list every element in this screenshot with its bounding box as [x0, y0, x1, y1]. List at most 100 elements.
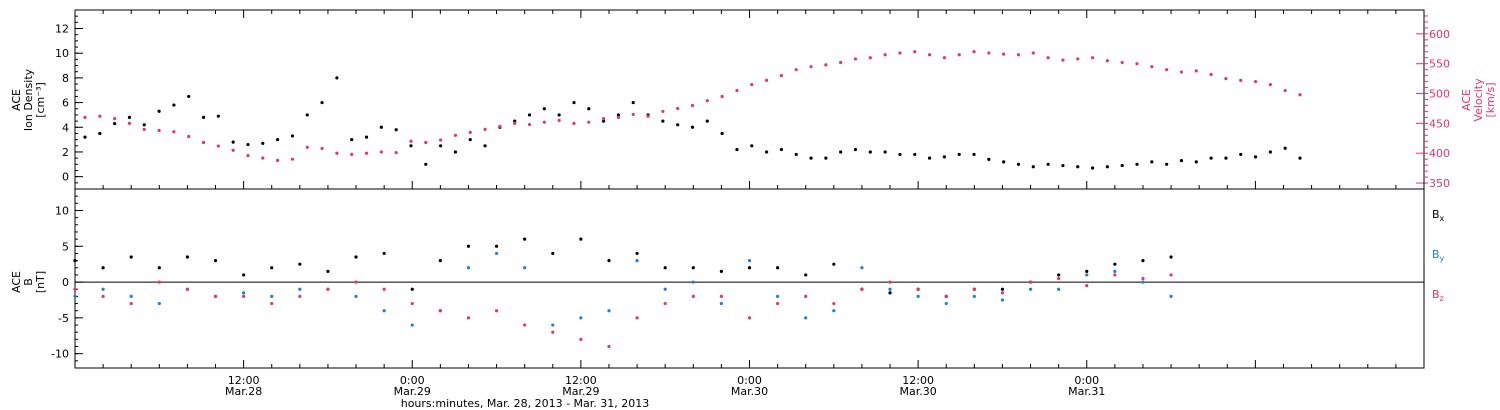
data-point — [1105, 165, 1109, 169]
data-point — [142, 123, 146, 127]
top-panel-frame — [74, 9, 1425, 190]
data-point — [1169, 273, 1173, 277]
data-point — [261, 156, 265, 160]
data-point — [1268, 150, 1272, 154]
data-point — [719, 301, 723, 306]
data-point — [635, 259, 639, 263]
data-point — [551, 251, 555, 256]
data-point — [73, 287, 77, 291]
legend-bz: Bz — [1432, 288, 1444, 303]
data-point — [354, 255, 358, 259]
data-point — [246, 142, 250, 147]
data-point — [972, 287, 976, 291]
data-point — [551, 330, 555, 334]
data-point — [1076, 57, 1080, 61]
data-point — [523, 266, 527, 270]
data-point — [1224, 77, 1228, 81]
data-point — [466, 266, 471, 270]
velocity-y-tick-label: 350 — [1429, 177, 1450, 190]
data-point — [916, 294, 920, 298]
data-point — [747, 259, 752, 263]
data-point — [804, 294, 808, 298]
data-point — [187, 134, 191, 139]
data-point — [1031, 51, 1035, 55]
data-point — [1016, 162, 1021, 166]
data-point — [216, 114, 220, 118]
data-point — [157, 266, 161, 270]
data-point — [1253, 155, 1258, 159]
legend-subscript: y — [1440, 254, 1445, 263]
data-point — [157, 280, 161, 284]
data-point — [466, 244, 471, 248]
data-point — [129, 294, 133, 298]
data-point — [270, 301, 274, 306]
x-tick-date-label: Mar.30 — [731, 385, 768, 398]
legend-subscript: z — [1440, 294, 1444, 303]
data-point — [691, 294, 695, 298]
data-point — [720, 94, 724, 99]
data-point — [394, 151, 398, 155]
data-point — [201, 140, 206, 145]
density-y-label: ACEIon Density[cm⁻³] — [10, 68, 47, 131]
b-y-tick-label: 5 — [62, 240, 69, 253]
data-point — [1169, 255, 1173, 259]
x-tick-date-label: Mar.29 — [394, 385, 431, 398]
data-point — [83, 115, 87, 119]
data-point — [987, 51, 991, 55]
data-point — [676, 123, 680, 127]
data-point — [607, 344, 611, 349]
data-point — [364, 135, 369, 139]
density-y-label-line: ACE — [10, 89, 23, 111]
data-point — [305, 145, 309, 149]
data-point — [676, 106, 680, 111]
data-point — [1224, 156, 1228, 160]
data-point — [350, 138, 354, 142]
data-point — [326, 269, 330, 273]
data-point — [972, 50, 976, 54]
velocity-y-tick-label: 450 — [1429, 117, 1450, 130]
data-point — [231, 148, 235, 152]
data-point — [290, 134, 295, 138]
data-point — [663, 301, 667, 306]
data-point — [298, 294, 302, 298]
data-point — [601, 119, 606, 123]
data-point — [382, 251, 386, 256]
data-point — [424, 162, 428, 166]
data-point — [394, 128, 398, 132]
data-point — [663, 287, 667, 291]
data-point — [1057, 276, 1061, 281]
data-point — [1061, 58, 1065, 62]
data-point — [542, 120, 546, 124]
data-point — [1169, 294, 1173, 298]
data-point — [1028, 287, 1033, 291]
data-point — [794, 152, 798, 157]
legend-base: B — [1432, 288, 1440, 301]
data-point — [853, 57, 858, 61]
data-point — [1000, 291, 1005, 295]
data-point — [888, 291, 892, 295]
data-point — [832, 309, 836, 313]
data-point — [242, 291, 246, 295]
data-point — [1090, 56, 1095, 60]
legend-bx: Bx — [1432, 208, 1445, 223]
data-point — [635, 316, 639, 320]
data-point — [705, 99, 709, 103]
data-point — [542, 107, 546, 111]
data-point — [839, 60, 843, 65]
data-point — [809, 65, 813, 69]
data-point — [1209, 156, 1213, 160]
data-point — [794, 68, 798, 72]
data-point — [853, 147, 858, 152]
data-point — [101, 266, 105, 270]
bottom-series-by — [73, 251, 1173, 327]
data-point — [551, 323, 555, 327]
data-point — [1000, 298, 1005, 302]
data-point — [616, 115, 621, 119]
data-point — [142, 127, 146, 131]
data-point — [1113, 273, 1117, 277]
data-point — [916, 287, 920, 291]
data-point — [127, 115, 132, 119]
data-point — [898, 51, 902, 55]
data-point — [270, 266, 274, 270]
data-point — [804, 316, 808, 320]
